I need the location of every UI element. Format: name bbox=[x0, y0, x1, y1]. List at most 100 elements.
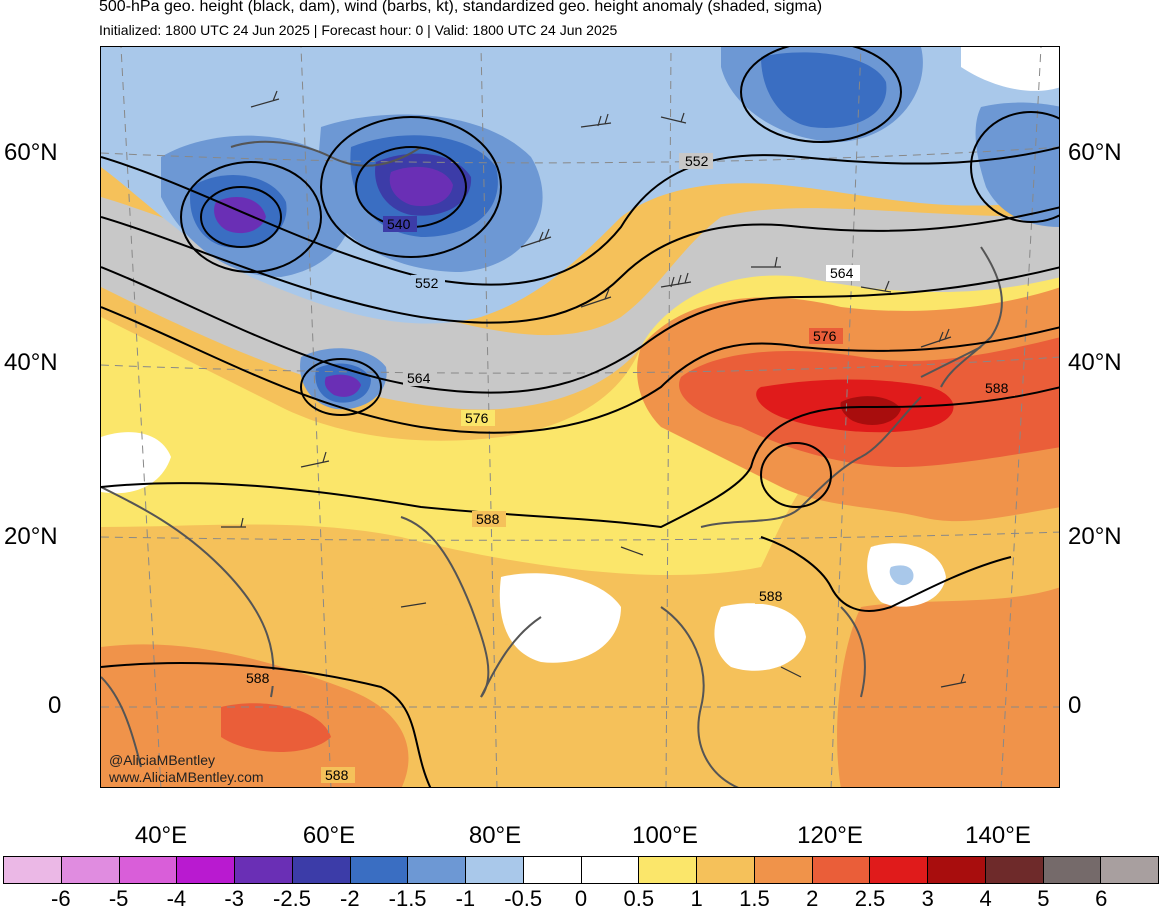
map-panel: 552 540 552 564 576 564 576 588 588 588 … bbox=[100, 46, 1060, 788]
colorbar-swatch bbox=[4, 857, 62, 883]
northeast-low-core bbox=[761, 52, 887, 128]
lon-label-40e: 40°E bbox=[134, 822, 188, 849]
colorbar-swatch bbox=[235, 857, 293, 883]
lat-label-left-20n: 20°N bbox=[4, 523, 58, 550]
lon-label-140e: 140°E bbox=[965, 822, 1031, 849]
colorbar-tick-label: 0 bbox=[574, 886, 588, 911]
colorbar-swatch bbox=[1043, 857, 1102, 883]
colorbar-tick-label: 2 bbox=[806, 886, 819, 911]
lon-line-100e bbox=[665, 47, 672, 787]
lon-line-40e bbox=[120, 47, 162, 787]
contour-label: 588 bbox=[985, 380, 1009, 396]
colorbar-swatch bbox=[119, 857, 178, 883]
credit-site: www.AliciaMBentley.com bbox=[109, 769, 264, 785]
lon-line-120e bbox=[830, 47, 862, 787]
central-trough-core bbox=[389, 166, 453, 207]
colorbar bbox=[3, 856, 1159, 884]
far-east-low bbox=[975, 102, 1059, 227]
colorbar-swatch bbox=[870, 857, 928, 883]
colorbar-swatch bbox=[639, 857, 697, 883]
caspian-low-core bbox=[324, 374, 361, 397]
lat-label-left-60n: 60°N bbox=[4, 139, 58, 166]
colorbar-tick-label: -5 bbox=[108, 886, 129, 911]
arabia-coast bbox=[101, 486, 275, 698]
contour-564-north bbox=[101, 206, 1059, 324]
lat-label-left-equator: 0 bbox=[48, 692, 62, 719]
contour-582 bbox=[101, 306, 1059, 434]
colorbar-tick-label: -1 bbox=[455, 886, 476, 911]
lon-line-60e bbox=[300, 47, 332, 787]
contour-label: 588 bbox=[759, 588, 783, 604]
contour-588-pacific bbox=[760, 536, 1012, 612]
colorbar-swatch bbox=[581, 857, 640, 883]
colorbar-tick-label: 2.5 bbox=[854, 886, 886, 911]
credit-handle: @AliciaMBentley bbox=[109, 752, 216, 768]
colorbar-tick-label: 6 bbox=[1095, 886, 1108, 911]
colorbar-swatch bbox=[1101, 857, 1158, 883]
lat-label-right-20n: 20°N bbox=[1068, 523, 1122, 550]
map-subtitle: Initialized: 1800 UTC 24 Jun 2025 | Fore… bbox=[99, 22, 618, 38]
colorbar-swatch bbox=[754, 857, 813, 883]
colorbar-swatch bbox=[812, 857, 871, 883]
philippines-coast bbox=[840, 606, 866, 698]
contour-552-north bbox=[101, 146, 1059, 286]
colorbar-tick-label: -4 bbox=[166, 886, 187, 911]
contour-label: 588 bbox=[476, 511, 500, 527]
africa-horn-coast bbox=[101, 676, 142, 768]
contour-label: 540 bbox=[387, 216, 411, 232]
contour-labels: 552 540 552 564 576 564 576 588 588 588 … bbox=[242, 153, 1015, 783]
graticule bbox=[101, 47, 1059, 787]
lon-label-80e: 80°E bbox=[468, 822, 522, 849]
lon-line-140e bbox=[1000, 47, 1042, 787]
contour-label: 588 bbox=[325, 767, 349, 783]
colorbar-tick-label: 5 bbox=[1037, 886, 1050, 911]
lat-line-40n bbox=[101, 356, 1059, 374]
northeast-corner-neutral bbox=[961, 47, 1059, 91]
east-china-coast bbox=[860, 396, 922, 458]
colorbar-tick-label: 4 bbox=[979, 886, 992, 911]
contour-east-china-ring bbox=[760, 442, 832, 508]
contour-central-low-outer bbox=[320, 116, 502, 258]
lon-label-60e: 60°E bbox=[302, 822, 356, 849]
contour-caspian-low bbox=[300, 358, 382, 416]
colorbar-tick-label: 3 bbox=[921, 886, 934, 911]
map-title: 500-hPa geo. height (black, dam), wind (… bbox=[99, 0, 823, 15]
contour-588-north bbox=[101, 386, 1059, 529]
lat-label-right-40n: 40°N bbox=[1068, 349, 1122, 376]
colorbar-tick-label: -3 bbox=[224, 886, 244, 911]
colorbar-swatch bbox=[466, 857, 524, 883]
yellow-sea-peak-anomaly bbox=[840, 396, 901, 425]
colorbar-tick-label: -6 bbox=[51, 886, 71, 911]
colorbar-swatch bbox=[408, 857, 466, 883]
contour-label: 564 bbox=[407, 370, 431, 386]
contour-northeast-low bbox=[740, 47, 902, 143]
contour-western-low-inner bbox=[200, 186, 282, 248]
indian-ocean-strong-anomaly bbox=[221, 703, 331, 752]
colorbar-swatch bbox=[292, 857, 351, 883]
arctic-coast bbox=[230, 140, 422, 167]
arabian-neutral bbox=[101, 432, 171, 494]
contour-western-low-outer bbox=[180, 161, 322, 273]
wind-barbs bbox=[221, 90, 967, 688]
contour-576 bbox=[101, 266, 1059, 394]
colorbar-swatch bbox=[350, 857, 409, 883]
lon-label-100e: 100°E bbox=[632, 822, 698, 849]
india-west-coast bbox=[400, 516, 490, 698]
colorbar-tick-label: -1.5 bbox=[388, 886, 427, 911]
lat-label-right-60n: 60°N bbox=[1068, 139, 1122, 166]
colorbar-tick-label: 0.5 bbox=[623, 886, 655, 911]
contour-label: 588 bbox=[246, 670, 270, 686]
colorbar-tick-label: -0.5 bbox=[504, 886, 543, 911]
contour-far-east-low bbox=[970, 111, 1059, 223]
colorbar-swatch bbox=[61, 857, 120, 883]
contour-label: 564 bbox=[830, 265, 854, 281]
west-pacific-warm-zone bbox=[837, 587, 1059, 787]
colorbar-tick-label: -2.5 bbox=[273, 886, 311, 911]
colorbar-swatch bbox=[523, 857, 582, 883]
contour-label: 576 bbox=[813, 328, 837, 344]
india-east-coast bbox=[480, 616, 542, 698]
colorbar-tick-label: 1.5 bbox=[739, 886, 770, 911]
lat-line-20n bbox=[101, 531, 1059, 541]
japan-coast bbox=[940, 246, 1003, 388]
philippine-sea-cool-spot bbox=[889, 565, 914, 586]
